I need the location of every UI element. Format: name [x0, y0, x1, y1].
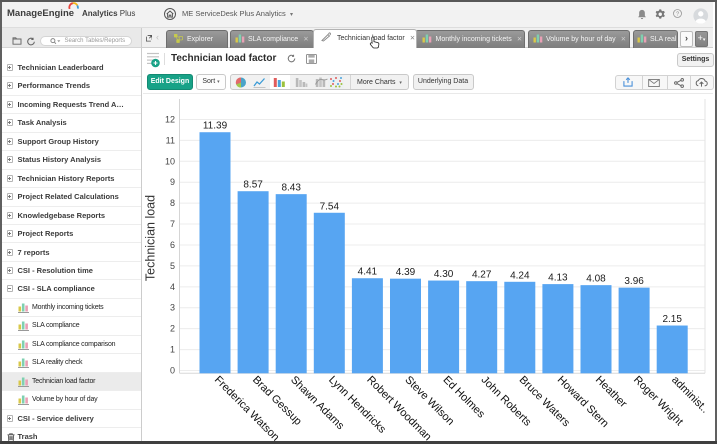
svg-text:11.39: 11.39: [203, 121, 228, 132]
svg-text:Frederica Watson: Frederica Watson: [212, 374, 282, 441]
svg-text:6: 6: [170, 240, 175, 250]
svg-text:11: 11: [166, 135, 175, 145]
svg-text:Technician load: Technician load: [144, 195, 158, 281]
svg-text:4.24: 4.24: [510, 270, 530, 281]
svg-text:4.41: 4.41: [358, 267, 378, 278]
svg-text:4: 4: [170, 282, 175, 292]
svg-text:0: 0: [170, 366, 175, 376]
svg-text:8.43: 8.43: [281, 183, 301, 194]
svg-text:Robert Woodman: Robert Woodman: [364, 374, 433, 441]
svg-text:9: 9: [170, 177, 175, 187]
svg-text:2: 2: [170, 324, 175, 334]
svg-text:?: ?: [676, 11, 679, 17]
svg-text:4.27: 4.27: [472, 270, 492, 281]
svg-text:3.96: 3.96: [624, 276, 644, 287]
svg-text:Heather: Heather: [593, 374, 629, 410]
svg-text:7.54: 7.54: [320, 201, 340, 212]
svg-text:10: 10: [165, 156, 175, 166]
svg-text:5: 5: [170, 261, 175, 271]
svg-text:4.08: 4.08: [586, 274, 606, 285]
svg-text:7: 7: [170, 219, 175, 229]
svg-text:4.39: 4.39: [396, 267, 416, 278]
svg-text:12: 12: [165, 114, 175, 124]
svg-text:8.57: 8.57: [243, 180, 263, 191]
svg-text:4.13: 4.13: [548, 273, 568, 284]
svg-text:4.30: 4.30: [434, 269, 454, 280]
svg-text:3: 3: [170, 303, 175, 313]
svg-text:1: 1: [170, 345, 175, 355]
svg-text:8: 8: [170, 198, 175, 208]
svg-text:2.15: 2.15: [662, 314, 682, 325]
